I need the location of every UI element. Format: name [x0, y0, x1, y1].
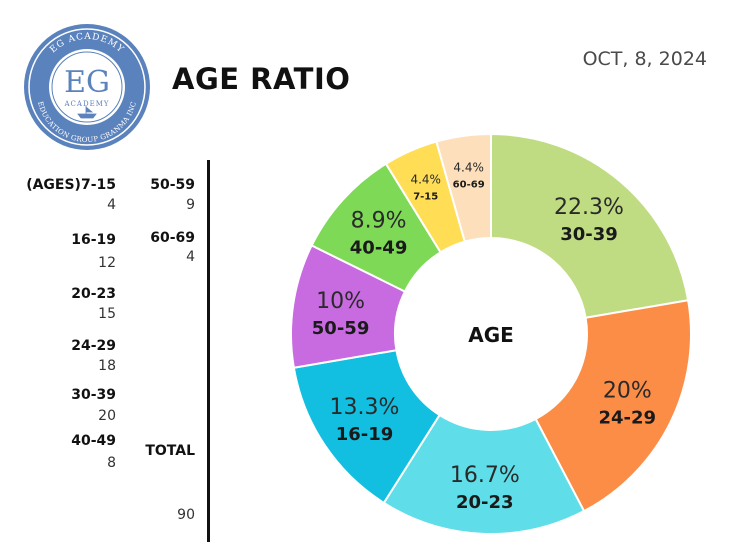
age-label: (AGES)7-15 — [26, 177, 116, 193]
slice-pct-16-19: 13.3% — [330, 395, 400, 420]
age-label: 24-29 — [71, 338, 116, 354]
logo-sub: ACADEMY — [64, 100, 110, 108]
slice-label-16-19: 16-19 — [336, 424, 394, 445]
age-label: 60-69 — [150, 230, 195, 246]
center-label: AGE — [468, 323, 514, 347]
age-count: 4 — [107, 197, 116, 213]
age-label: 20-23 — [71, 286, 116, 302]
slice-60-69 — [435, 132, 492, 243]
slice-label-7-15: 7-15 — [413, 192, 438, 203]
eg-academy-logo: EG ACADEMY EDUCATION GROUP GRANMA INC EG… — [24, 24, 150, 150]
ship-icon — [77, 106, 97, 119]
age-count: 9 — [186, 197, 195, 213]
slice-pct-7-15: 4.4% — [410, 173, 441, 187]
slice-label-40-49: 40-49 — [350, 238, 408, 259]
age-count: 15 — [98, 306, 116, 322]
slice-label-30-39: 30-39 — [560, 224, 618, 245]
slice-pct-50-59: 10% — [316, 289, 365, 314]
age-count: 18 — [98, 358, 116, 374]
slice-24-29 — [534, 299, 692, 513]
total-value: 90 — [177, 507, 195, 523]
slice-20-23 — [382, 413, 586, 535]
age-label: 40-49 — [71, 433, 116, 449]
slice-16-19 — [292, 349, 441, 505]
slice-label-24-29: 24-29 — [599, 407, 657, 428]
page-title: AGE RATIO — [172, 62, 351, 96]
slice-pct-60-69: 4.4% — [453, 161, 484, 175]
age-count: 20 — [98, 408, 116, 424]
age-label: 50-59 — [150, 177, 195, 193]
slice-label-20-23: 20-23 — [456, 492, 514, 513]
slice-pct-40-49: 8.9% — [351, 209, 407, 234]
age-label: 16-19 — [71, 232, 116, 248]
slice-label-50-59: 50-59 — [312, 318, 370, 339]
age-count: 8 — [107, 455, 116, 471]
report-date: OCT, 8, 2024 — [582, 48, 707, 70]
slice-pct-24-29: 20% — [603, 378, 652, 403]
logo-initials: EG — [64, 65, 110, 100]
age-count: 4 — [186, 249, 195, 265]
slice-pct-30-39: 22.3% — [554, 195, 624, 220]
slice-30-39 — [490, 132, 690, 319]
age-label: 30-39 — [71, 387, 116, 403]
divider — [207, 160, 210, 542]
age-count: 12 — [98, 255, 116, 271]
total-label: TOTAL — [145, 443, 195, 459]
slice-label-60-69: 60-69 — [453, 180, 485, 191]
slice-pct-20-23: 16.7% — [450, 463, 520, 488]
